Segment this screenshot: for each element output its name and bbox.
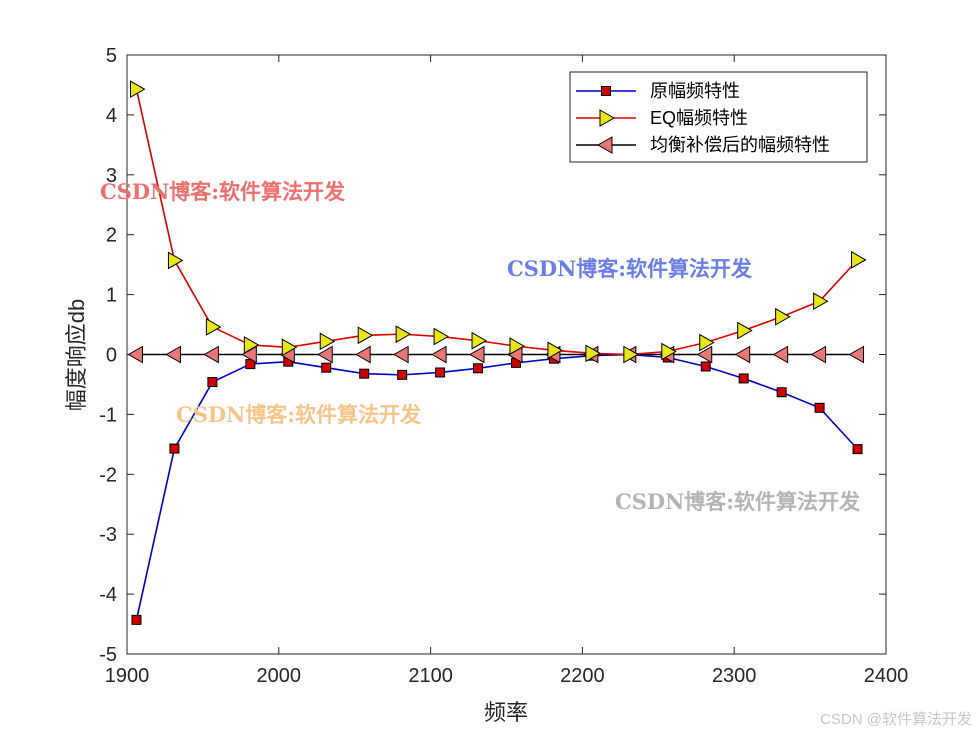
data-point (813, 292, 829, 311)
data-point (700, 361, 711, 372)
legend-box (569, 71, 868, 163)
data-point (810, 345, 827, 364)
y-tick-label: 3 (106, 165, 117, 187)
y-tick-label: -4 (99, 584, 117, 606)
y-tick-label: 2 (106, 225, 117, 247)
watermark: CSDN博客:软件算法开发 (176, 402, 422, 427)
data-point (355, 345, 371, 364)
data-point (776, 387, 787, 398)
series-2 (129, 80, 867, 364)
legend-label: EQ幅频特性 (650, 108, 748, 128)
watermark: CSDN博客:软件算法开发 (507, 256, 753, 281)
x-tick-label: 2200 (560, 665, 605, 687)
y-axis: -5 -4 -3 -2 -1 0 1 2 3 4 5 (99, 45, 886, 666)
data-point (585, 344, 601, 363)
y-tick-label: -3 (99, 524, 117, 546)
data-point (397, 369, 408, 380)
legend-item: 原幅频特性 (576, 81, 740, 101)
data-point (852, 444, 863, 455)
data-point (469, 345, 485, 364)
data-point (473, 363, 484, 374)
data-point (167, 251, 184, 270)
data-point (814, 402, 825, 413)
data-point (696, 345, 713, 364)
legend-item: 均衡补偿后的幅频特性 (576, 135, 830, 155)
data-point (129, 80, 146, 99)
data-point (281, 338, 298, 357)
x-tick-label: 2400 (864, 665, 909, 687)
data-point (205, 318, 222, 336)
data-point (851, 250, 867, 269)
x-axis: 1900 2000 2100 2200 2300 2400 (105, 55, 909, 687)
data-point (357, 326, 374, 345)
watermark: CSDN博客:软件算法开发 (615, 489, 861, 514)
legend-marker (601, 86, 611, 96)
data-point (359, 368, 370, 379)
data-point (131, 614, 142, 625)
data-point (127, 345, 143, 364)
data-point (737, 321, 753, 340)
data-point (317, 345, 333, 364)
x-tick-label: 1900 (105, 665, 150, 687)
legend-marker (596, 136, 613, 154)
y-tick-label: -5 (99, 644, 117, 666)
x-tick-label: 2300 (712, 665, 757, 687)
data-point (207, 377, 218, 388)
y-tick-label: 5 (106, 45, 117, 67)
y-axis-label: 幅度响应db (64, 299, 89, 411)
legend-marker (599, 109, 616, 127)
series-line (135, 353, 859, 621)
credit-text: CSDN @软件算法开发 (820, 710, 972, 728)
data-point (433, 327, 450, 346)
data-point (435, 367, 446, 378)
data-point (738, 373, 749, 384)
data-point (734, 345, 751, 364)
data-point (661, 342, 677, 361)
data-point (775, 307, 791, 326)
data-point (547, 341, 563, 360)
x-axis-label: 频率 (484, 700, 528, 725)
data-point (169, 443, 180, 454)
legend-label: 原幅频特性 (650, 81, 740, 101)
data-point (623, 345, 639, 364)
data-point (848, 345, 865, 364)
data-point (393, 345, 409, 364)
y-tick-label: -1 (99, 404, 117, 426)
data-point (321, 362, 332, 373)
series-layer (127, 80, 867, 625)
watermark: CSDN博客:软件算法开发 (100, 179, 346, 204)
data-point (165, 345, 181, 364)
y-tick-label: -2 (99, 464, 117, 486)
x-tick-label: 2100 (408, 665, 453, 687)
y-tick-label: 4 (106, 105, 117, 127)
legend-label: 均衡补偿后的幅频特性 (650, 135, 830, 155)
data-point (203, 345, 219, 364)
x-tick-label: 2000 (257, 665, 302, 687)
data-point (243, 336, 260, 354)
data-point (471, 331, 488, 350)
data-point (509, 337, 525, 355)
data-point (395, 325, 412, 343)
data-point (699, 333, 715, 352)
y-tick-label: 0 (106, 345, 117, 367)
data-point (431, 345, 447, 364)
legend-item: EQ幅频特性 (576, 108, 748, 128)
data-point (772, 345, 789, 364)
data-point (319, 332, 336, 351)
y-tick-label: 1 (106, 285, 117, 307)
